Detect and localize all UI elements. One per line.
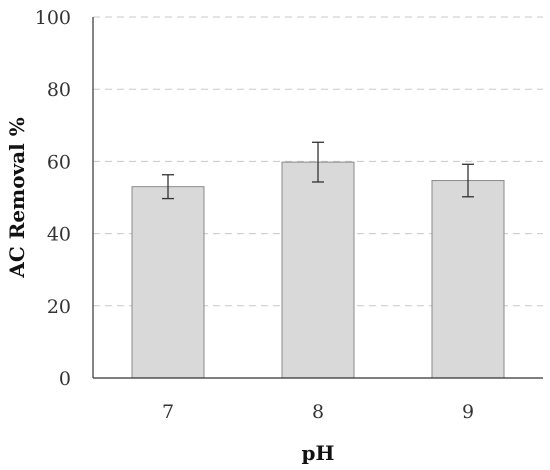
y-tick-label: 0 xyxy=(59,368,71,390)
x-tick-label: 7 xyxy=(162,401,174,423)
error-bar xyxy=(162,174,174,200)
x-tick-label: 8 xyxy=(312,401,324,423)
bar xyxy=(131,186,205,379)
x-axis-title: pH xyxy=(302,441,335,465)
x-tick-label: 9 xyxy=(462,401,474,423)
error-bars xyxy=(162,141,474,200)
y-tick-label: 60 xyxy=(47,151,71,173)
error-bar xyxy=(312,141,324,183)
bar xyxy=(281,161,355,379)
error-bar xyxy=(462,163,474,198)
bar xyxy=(431,180,505,379)
y-tick-label: 100 xyxy=(35,7,71,29)
bars xyxy=(131,161,505,379)
x-tick-labels: 7 8 9 xyxy=(162,401,474,423)
y-tick-label: 20 xyxy=(47,296,71,318)
y-tick-labels: 0 20 40 60 80 100 xyxy=(35,7,71,390)
y-tick-label: 80 xyxy=(47,79,71,101)
y-tick-label: 40 xyxy=(47,224,71,246)
y-axis-title: AC Removal % xyxy=(5,117,29,278)
